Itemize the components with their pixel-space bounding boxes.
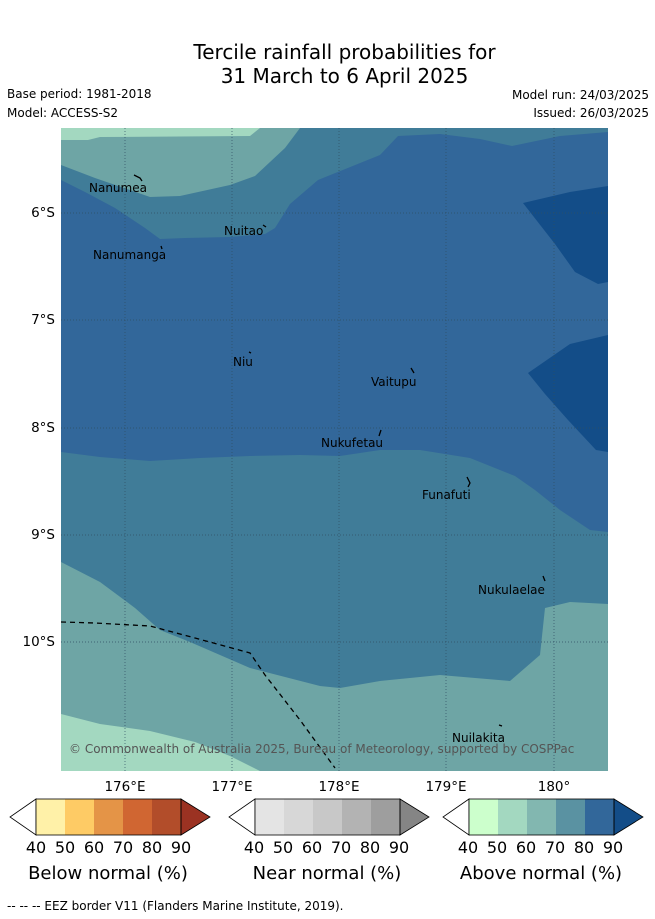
island-nukufetau xyxy=(378,429,382,437)
below-colorbar-segment-1 xyxy=(36,799,65,835)
lat-label-7s: 7°S xyxy=(31,312,55,328)
above-colorbar-end-triangle xyxy=(613,798,644,836)
lat-label-9s: 9°S xyxy=(31,527,55,543)
below-colorbar-end-triangle xyxy=(180,798,211,836)
colorbar-above-normal xyxy=(442,798,644,836)
near-colorbar-segment-3 xyxy=(313,799,342,835)
island-funafuti xyxy=(466,476,471,488)
tick-near-90: 90 xyxy=(388,838,410,857)
tick-below-50: 50 xyxy=(54,838,76,857)
lon-label-176e: 176°E xyxy=(104,779,146,795)
title-line-2: 31 March to 6 April 2025 xyxy=(220,64,469,88)
tick-above-40: 40 xyxy=(457,838,479,857)
near-colorbar-segment-1 xyxy=(255,799,284,835)
tick-near-50: 50 xyxy=(272,838,294,857)
tick-above-50: 50 xyxy=(486,838,508,857)
above-colorbar-segment-2 xyxy=(498,799,527,835)
island-niu xyxy=(248,351,252,354)
island-nuitao xyxy=(262,224,267,228)
island-nanumanga xyxy=(160,245,163,250)
zone-above-90-east xyxy=(528,335,608,452)
colorbar-below-title: Below normal (%) xyxy=(28,863,188,884)
place-vaitupu: Vaitupu xyxy=(371,375,417,389)
title-line-1: Tercile rainfall probabilities for xyxy=(193,40,496,64)
above-colorbar-segment-4 xyxy=(556,799,585,835)
near-colorbar-segment-2 xyxy=(284,799,313,835)
colorbar-above-title: Above normal (%) xyxy=(459,863,623,884)
lon-label-178e: 178°E xyxy=(318,779,360,795)
issued-date: Issued: 26/03/2025 xyxy=(533,106,649,120)
base-period: Base period: 1981-2018 xyxy=(7,87,152,101)
place-nuitao: Nuitao xyxy=(224,224,263,238)
zone-above-80 xyxy=(61,132,608,532)
lon-label-179e: 179°E xyxy=(425,779,467,795)
island-nuilakita xyxy=(498,724,503,727)
map-copyright: © Commonwealth of Australia 2025, Bureau… xyxy=(69,742,575,756)
near-colorbar-segment-4 xyxy=(342,799,371,835)
place-niu: Niu xyxy=(233,355,253,369)
tick-near-40: 40 xyxy=(243,838,265,857)
place-nuilakita: Nuilakita xyxy=(452,731,505,745)
above-colorbar-segment-1 xyxy=(469,799,498,835)
colorbar-near-title: Near normal (%) xyxy=(252,863,402,884)
place-nukulaelae: Nukulaelae xyxy=(478,583,545,597)
place-nanumea: Nanumea xyxy=(89,181,147,195)
above-colorbar-segment-3 xyxy=(527,799,556,835)
tick-below-70: 70 xyxy=(112,838,134,857)
near-colorbar-start-triangle xyxy=(228,798,256,836)
place-funafuti: Funafuti xyxy=(422,488,471,502)
lat-label-8s: 8°S xyxy=(31,420,55,436)
eez-border xyxy=(61,621,336,769)
below-colorbar-segment-3 xyxy=(94,799,123,835)
colorbar-below-normal xyxy=(9,798,211,836)
near-colorbar-end-triangle xyxy=(399,798,430,836)
island-nukulaelae xyxy=(542,575,546,582)
above-colorbar-start-triangle xyxy=(442,798,470,836)
islands xyxy=(133,174,546,727)
tick-above-60: 60 xyxy=(515,838,537,857)
map-title: Tercile rainfall probabilities for 31 Ma… xyxy=(0,40,655,88)
eez-footnote: -- -- -- EEZ border V11 (Flanders Marine… xyxy=(7,899,344,913)
tick-above-80: 80 xyxy=(573,838,595,857)
lat-label-6s: 6°S xyxy=(31,205,55,221)
colorbar-near-normal xyxy=(228,798,430,836)
tick-near-80: 80 xyxy=(359,838,381,857)
below-colorbar-segment-5 xyxy=(152,799,181,835)
tick-near-60: 60 xyxy=(301,838,323,857)
above-colorbar-segment-5 xyxy=(585,799,614,835)
zone-above-90-north xyxy=(523,186,608,284)
island-nanumea xyxy=(133,174,143,182)
tick-below-60: 60 xyxy=(83,838,105,857)
graticule xyxy=(61,128,608,771)
above-colorbar-outline xyxy=(468,798,615,836)
below-colorbar-segment-4 xyxy=(123,799,152,835)
tick-near-70: 70 xyxy=(330,838,352,857)
near-colorbar-segment-5 xyxy=(371,799,400,835)
lon-label-177e: 177°E xyxy=(211,779,253,795)
below-colorbar-start-triangle xyxy=(9,798,37,836)
zone-above-50-north xyxy=(61,128,260,140)
tick-above-90: 90 xyxy=(602,838,624,857)
place-nukufetau: Nukufetau xyxy=(321,436,383,450)
tick-below-90: 90 xyxy=(170,838,192,857)
zone-above-50-south xyxy=(61,714,260,771)
below-colorbar-outline xyxy=(35,798,182,836)
model-name: Model: ACCESS-S2 xyxy=(7,106,119,120)
island-vaitupu xyxy=(410,367,415,374)
place-nanumanga: Nanumanga xyxy=(93,248,166,262)
tick-above-70: 70 xyxy=(544,838,566,857)
tick-below-80: 80 xyxy=(141,838,163,857)
tick-below-40: 40 xyxy=(25,838,47,857)
lon-label-180: 180° xyxy=(537,779,571,795)
near-colorbar-outline xyxy=(254,798,401,836)
model-run: Model run: 24/03/2025 xyxy=(511,88,649,102)
below-colorbar-segment-2 xyxy=(65,799,94,835)
lat-label-10s: 10°S xyxy=(22,634,56,650)
